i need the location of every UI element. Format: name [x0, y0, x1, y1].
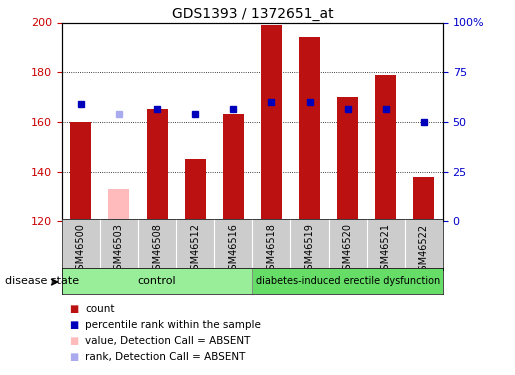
Bar [62, 268, 252, 294]
Bar [223, 114, 244, 221]
Title: GDS1393 / 1372651_at: GDS1393 / 1372651_at [171, 8, 333, 21]
Text: GSM46503: GSM46503 [114, 224, 124, 276]
Text: ■: ■ [70, 320, 79, 330]
Text: disease state: disease state [5, 276, 79, 285]
Bar [185, 159, 205, 221]
Text: ■: ■ [70, 336, 79, 346]
Text: ■: ■ [70, 304, 79, 314]
Text: GSM46519: GSM46519 [304, 224, 315, 276]
Bar [109, 189, 129, 221]
Bar [261, 25, 282, 221]
Text: GSM46521: GSM46521 [381, 224, 391, 276]
Text: value, Detection Call = ABSENT: value, Detection Call = ABSENT [85, 336, 250, 346]
Bar [147, 110, 167, 221]
Text: ■: ■ [70, 352, 79, 362]
Text: rank, Detection Call = ABSENT: rank, Detection Call = ABSENT [85, 352, 245, 362]
Text: GSM46518: GSM46518 [266, 224, 277, 276]
Text: GSM46516: GSM46516 [228, 224, 238, 276]
Text: control: control [138, 276, 176, 286]
Bar [299, 38, 320, 221]
Text: diabetes-induced erectile dysfunction: diabetes-induced erectile dysfunction [255, 276, 440, 286]
Text: count: count [85, 304, 114, 314]
Bar [375, 75, 396, 221]
Bar [252, 268, 443, 294]
Bar [71, 122, 91, 221]
Text: GSM46522: GSM46522 [419, 224, 429, 276]
Text: GSM46508: GSM46508 [152, 224, 162, 276]
Text: GSM46520: GSM46520 [342, 224, 353, 276]
Text: GSM46500: GSM46500 [76, 224, 86, 276]
Bar [337, 97, 358, 221]
Text: percentile rank within the sample: percentile rank within the sample [85, 320, 261, 330]
Text: GSM46512: GSM46512 [190, 224, 200, 276]
Bar [414, 177, 434, 221]
